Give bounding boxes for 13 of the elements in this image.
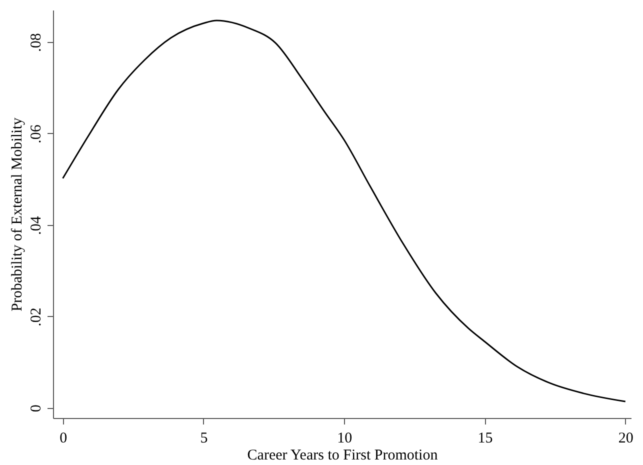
x-tick-label: 10 <box>337 430 352 446</box>
y-tick-label: .06 <box>28 124 44 144</box>
y-axis-title: Probability of External Mobility <box>10 117 26 312</box>
x-tick-label: 15 <box>478 430 493 446</box>
y-tick-label: .04 <box>28 216 44 235</box>
y-tick-label: 0 <box>28 404 44 412</box>
x-tick-label: 0 <box>60 430 68 446</box>
x-tick-label: 5 <box>200 430 208 446</box>
line-series <box>62 20 626 402</box>
x-tick-label: 20 <box>618 430 634 446</box>
x-axis-title: Career Years to First Promotion <box>247 448 438 464</box>
y-tick-label: .02 <box>28 308 44 326</box>
y-tick-label: .08 <box>28 33 44 52</box>
